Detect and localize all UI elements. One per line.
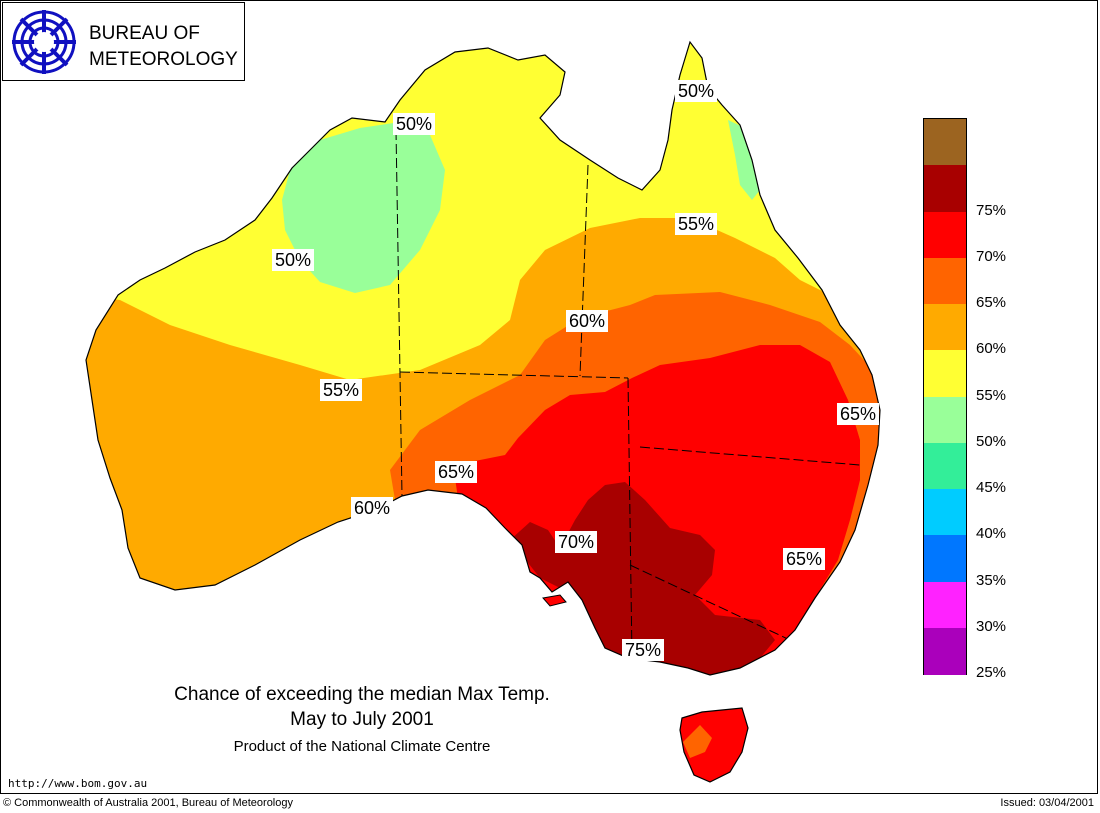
- map-frame: [0, 0, 1098, 794]
- zone-tas-west: [683, 725, 712, 758]
- zone-50-kimberley: [282, 122, 445, 293]
- legend-label: 75%: [976, 201, 1007, 219]
- legend-swatch: [924, 535, 966, 582]
- legend-swatch: [924, 165, 966, 212]
- copyright-notice: © Commonwealth of Australia 2001, Bureau…: [3, 797, 293, 809]
- map-label: 65%: [837, 403, 880, 425]
- legend-swatch: [924, 489, 966, 536]
- map-label: 65%: [783, 548, 826, 570]
- kangaroo-island: [542, 594, 567, 607]
- legend-label: 55%: [976, 386, 1007, 404]
- zone-50-qld: [728, 120, 760, 200]
- legend-swatch: [924, 119, 966, 166]
- map-label: 65%: [435, 461, 478, 483]
- bom-swirl-icon: [12, 10, 76, 74]
- legend-swatch: [924, 304, 966, 351]
- zone-75: [510, 482, 775, 675]
- legend-label: 60%: [976, 340, 1007, 358]
- map-label: 50%: [393, 113, 436, 135]
- map-label: 55%: [675, 213, 718, 235]
- issued-date: Issued: 03/04/2001: [1000, 797, 1094, 809]
- website-url[interactable]: http://www.bom.gov.au: [8, 777, 148, 790]
- legend-swatch: [924, 211, 966, 259]
- map-label: 75%: [622, 639, 665, 661]
- legend-swatch: [924, 581, 966, 629]
- legend-label: 45%: [976, 479, 1007, 496]
- map-label: 55%: [320, 379, 363, 401]
- map-label: 60%: [566, 310, 609, 332]
- legend-label: 25%: [976, 664, 1007, 681]
- legend-label: 70%: [976, 247, 1007, 265]
- legend-swatch: [924, 257, 966, 305]
- legend-label: 50%: [976, 432, 1007, 450]
- map-period: May to July 2001: [290, 709, 434, 730]
- map-title: Chance of exceeding the median Max Temp.: [174, 684, 550, 705]
- logo-line-2: METEOROLOGY: [89, 49, 238, 70]
- legend-swatch: [924, 442, 966, 490]
- bom-logo: BUREAU OF METEOROLOGY: [2, 2, 245, 81]
- legend-label: 40%: [976, 525, 1007, 543]
- map-label: 50%: [272, 249, 315, 271]
- map-label: 70%: [555, 531, 598, 553]
- map-label: 50%: [675, 80, 718, 102]
- legend-swatch: [924, 396, 966, 444]
- product-credit: Product of the National Climate Centre: [233, 738, 491, 755]
- map-label: 60%: [351, 497, 394, 519]
- legend-swatch: [924, 627, 966, 675]
- legend-label: 35%: [976, 571, 1007, 589]
- legend-swatch: [924, 350, 966, 397]
- legend-label: 30%: [976, 617, 1007, 635]
- legend-color-scale: [923, 118, 967, 675]
- logo-line-1: BUREAU OF: [89, 23, 200, 44]
- state-borders: [395, 129, 861, 659]
- legend-label: 65%: [976, 294, 1007, 311]
